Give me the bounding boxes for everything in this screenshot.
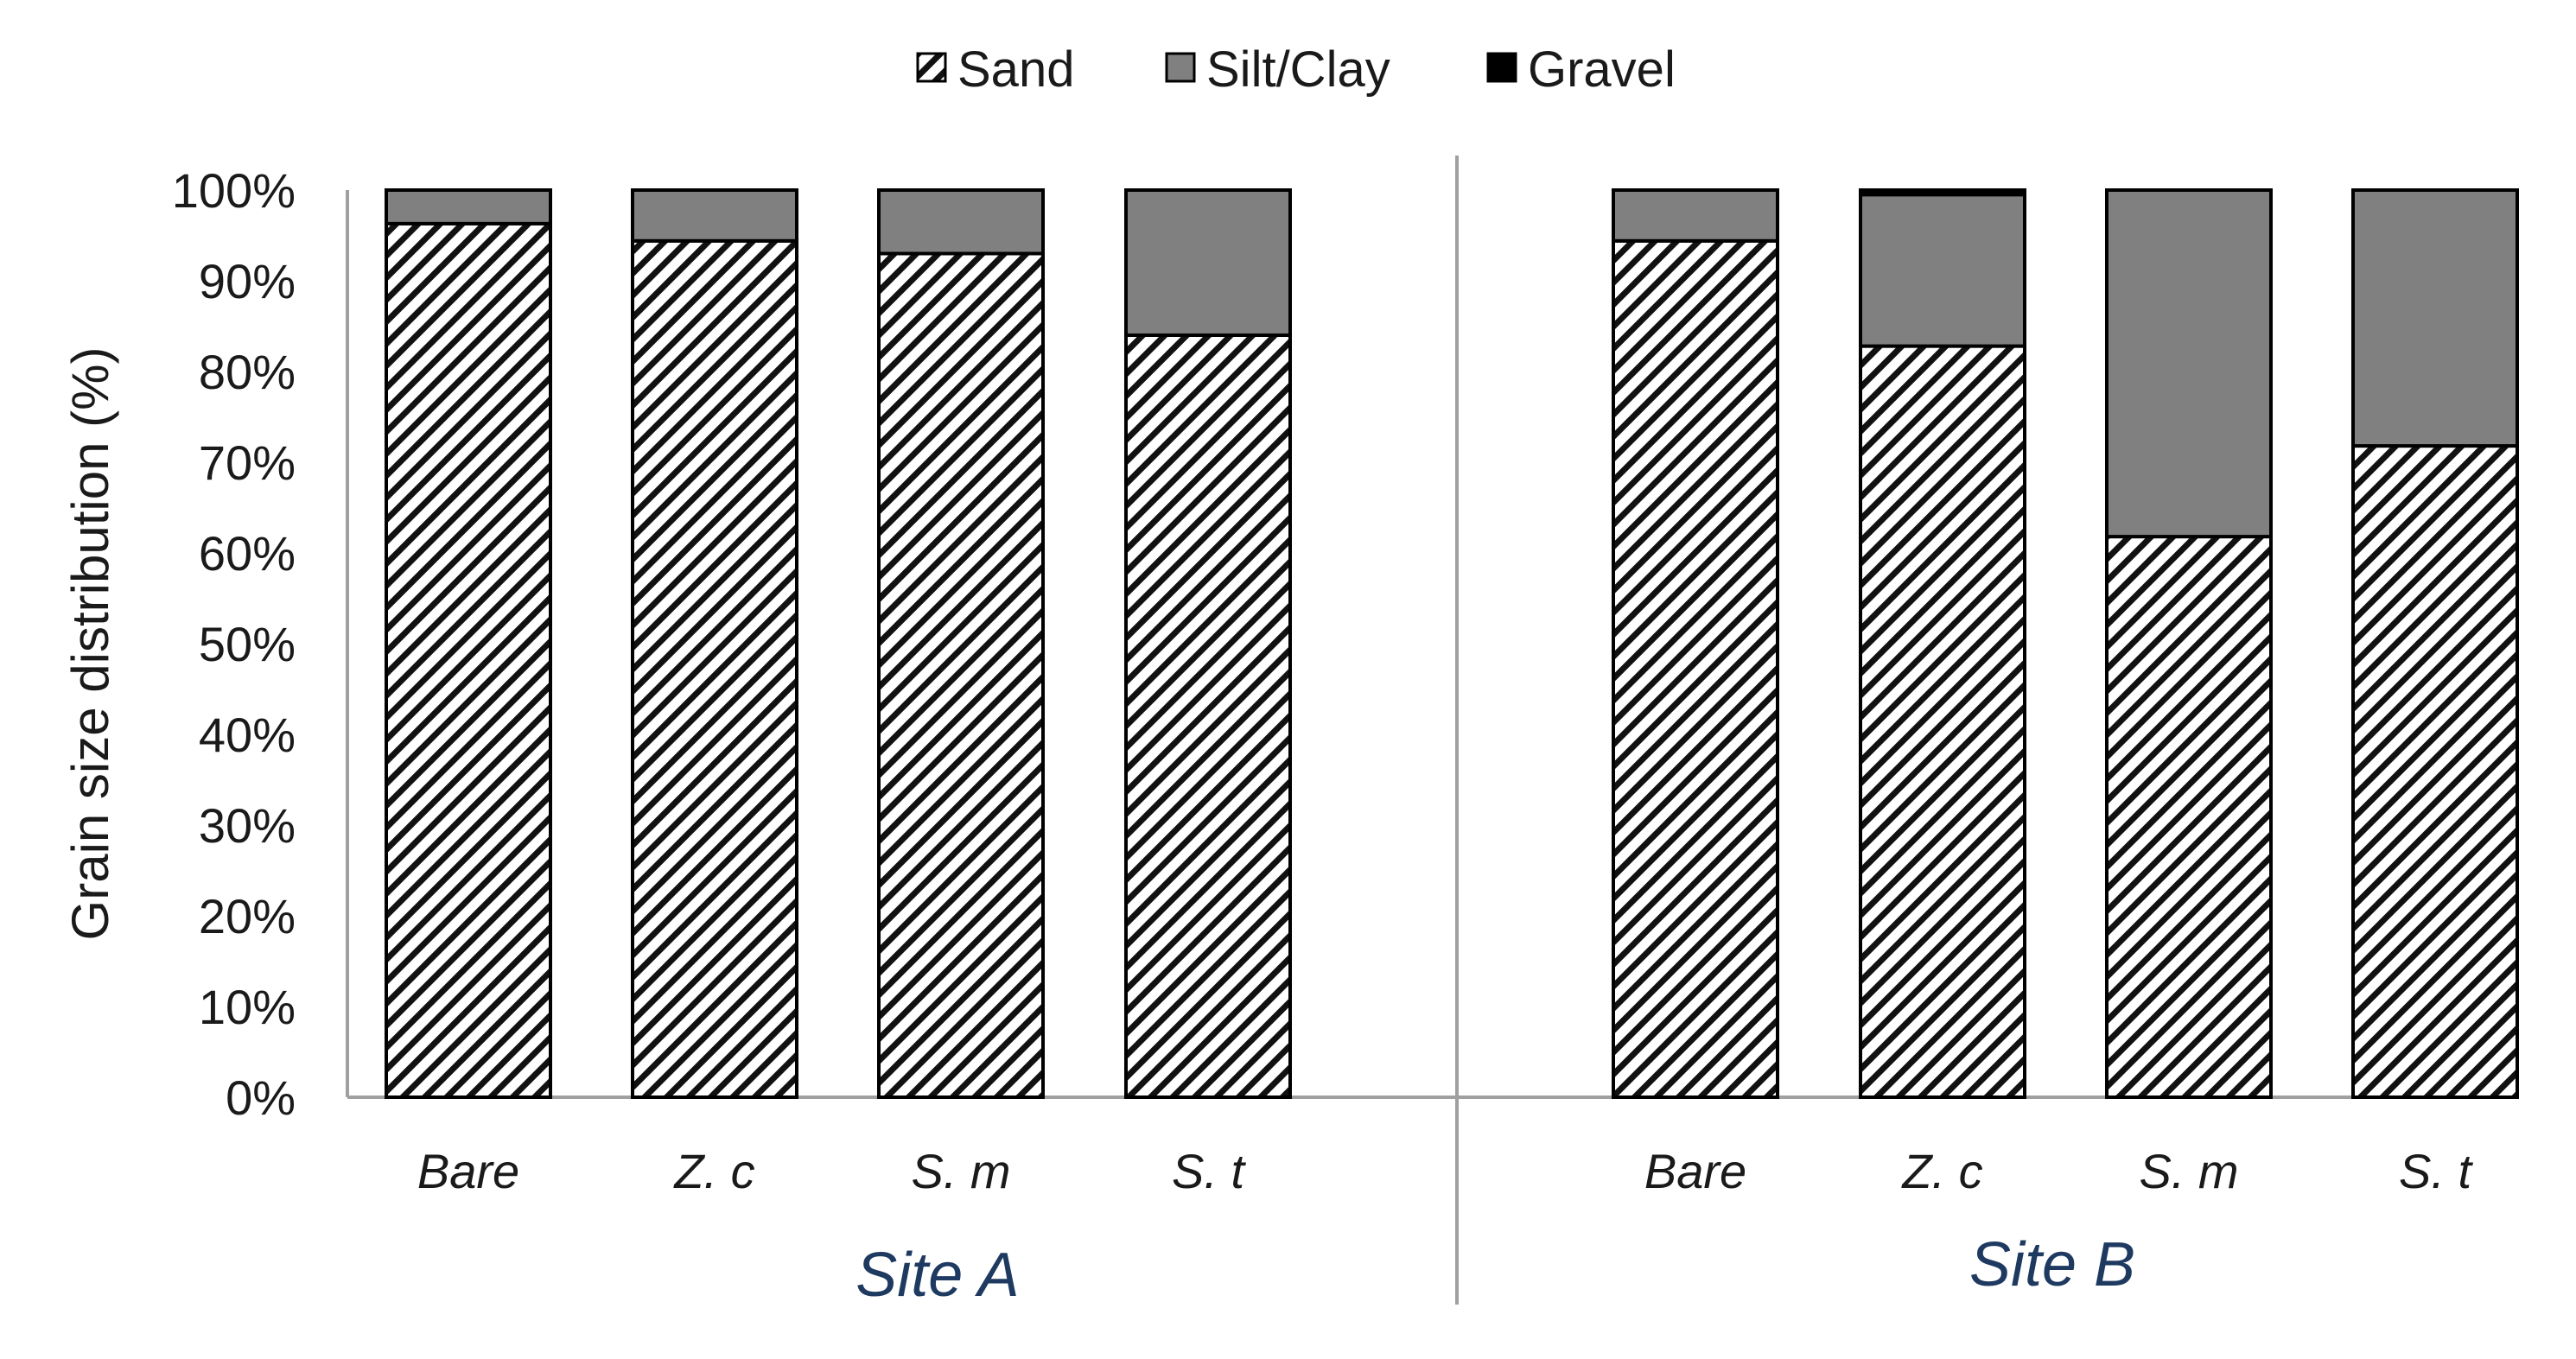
y-tick-label: 20%: [199, 889, 296, 943]
y-tick-label: 70%: [199, 435, 296, 490]
bar-segment-silt-clay: [877, 188, 1045, 256]
bar-segment-silt-clay: [1612, 188, 1779, 243]
bar-segment-sand: [2105, 535, 2273, 1099]
bar-segment-sand: [1859, 344, 2026, 1100]
y-tick-label: 100%: [172, 163, 296, 218]
bars: [385, 188, 2519, 1100]
category-label: Bare: [1644, 1144, 1746, 1198]
legend-label: Sand: [957, 41, 1074, 98]
bar-segment-sand: [877, 251, 1045, 1099]
y-axis-ticks: 0% 10% 20% 30% 40% 50% 60% 70% 80% 90% 100%: [172, 163, 296, 1125]
y-tick-label: 90%: [199, 254, 296, 308]
y-tick-label: 10%: [199, 980, 296, 1034]
category-label: S. m: [2139, 1144, 2238, 1198]
category-label: Z. c: [1900, 1144, 1982, 1198]
group-label: Site A: [855, 1241, 1019, 1310]
y-tick-label: 50%: [199, 617, 296, 671]
y-tick-label: 30%: [199, 798, 296, 853]
legend-label: Silt/Clay: [1206, 41, 1390, 98]
legend-label: Gravel: [1528, 41, 1676, 98]
y-axis-title: Grain size distribution (%): [61, 347, 119, 941]
bar-segment-sand: [1612, 238, 1779, 1099]
bar-segment-silt-clay: [1124, 188, 1292, 337]
y-tick-label: 80%: [199, 345, 296, 399]
y-tick-label: 60%: [199, 526, 296, 581]
category-label: S. t: [2399, 1144, 2473, 1198]
legend: Sand Silt/Clay Gravel: [916, 41, 1676, 98]
bar-segment-sand: [385, 221, 552, 1100]
bar-segment-silt-clay: [1859, 193, 2026, 348]
bar-segment-gravel: [1859, 188, 2026, 197]
category-label: Bare: [417, 1144, 519, 1198]
bar-segment-sand: [631, 238, 798, 1099]
legend-swatch: [916, 52, 947, 83]
bar-segment-silt-clay: [385, 188, 552, 225]
bar-segment-silt-clay: [2351, 188, 2519, 448]
category-label: Z. c: [672, 1144, 754, 1198]
legend-swatch: [1165, 52, 1196, 83]
legend-swatch: [1486, 52, 1517, 83]
bar-segment-silt-clay: [2105, 188, 2273, 539]
category-label: S. t: [1172, 1144, 1246, 1198]
y-tick-label: 0%: [226, 1070, 296, 1125]
category-labels: Bare Z. c S. m S. t Bare Z. c S. m S. t: [417, 1144, 2474, 1198]
y-tick-label: 40%: [199, 708, 296, 762]
bar-segment-sand: [2351, 444, 2519, 1099]
bar-segment-sand: [1124, 333, 1292, 1099]
group-label: Site B: [1969, 1230, 2135, 1299]
category-label: S. m: [911, 1144, 1010, 1198]
bar-segment-silt-clay: [631, 188, 798, 243]
group-labels: Site A Site B: [855, 1230, 2135, 1310]
